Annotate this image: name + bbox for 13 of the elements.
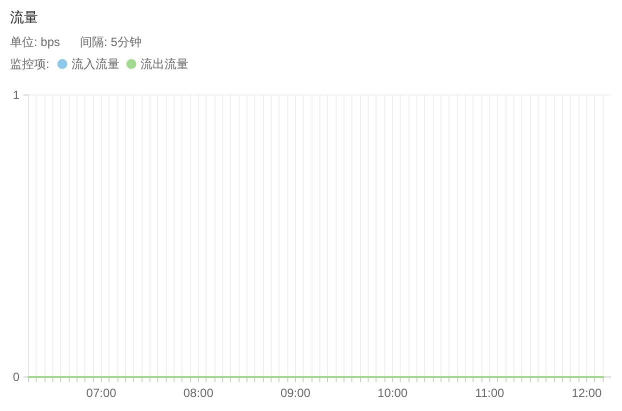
y-tick-label: 1 <box>12 88 20 102</box>
x-tick-label: 09:00 <box>280 386 311 400</box>
y-tick-label: 0 <box>12 370 20 384</box>
legend-title: 监控项: <box>10 57 50 71</box>
x-tick-label: 08:00 <box>183 386 214 400</box>
x-tick-label: 11:00 <box>475 386 505 400</box>
legend-label: 流出流量 <box>140 57 188 71</box>
title: 流量 <box>10 9 38 25</box>
x-tick-label: 12:00 <box>572 386 602 400</box>
x-tick-label: 07:00 <box>86 386 117 400</box>
legend-label: 流入流量 <box>71 57 120 71</box>
x-tick-label: 10:00 <box>378 386 408 400</box>
subtitle: 单位: bps 间隔: 5分钟 <box>10 35 142 49</box>
